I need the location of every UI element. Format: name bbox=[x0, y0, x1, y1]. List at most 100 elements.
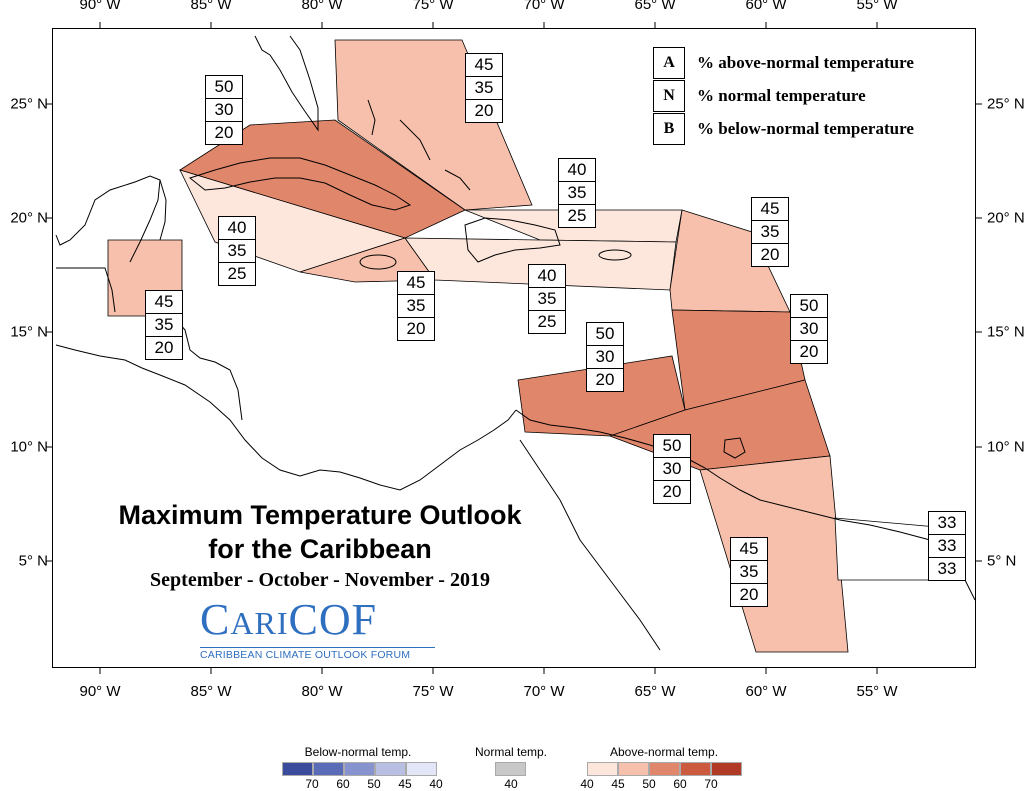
key-text: % below-normal temperature bbox=[697, 118, 914, 138]
below-label: 60 bbox=[336, 777, 350, 791]
longitude-label: 75° W bbox=[412, 0, 454, 13]
logo-wordmark: CARICOF bbox=[200, 595, 378, 644]
prob-a: 45 bbox=[474, 55, 494, 74]
prob-b: 20 bbox=[654, 480, 690, 503]
prob-a: 45 bbox=[154, 292, 174, 311]
probability-box-guyana: 45 35 20 bbox=[730, 537, 768, 607]
prob-a: 50 bbox=[799, 296, 819, 315]
latitude-label-left: 15° N bbox=[10, 323, 48, 341]
coastlines bbox=[55, 35, 976, 651]
key-row-above: A % above-normal temperature bbox=[653, 46, 958, 79]
below-swatch bbox=[375, 762, 406, 776]
longitude-label: 65° W bbox=[634, 0, 676, 13]
above-label: 70 bbox=[704, 777, 718, 791]
prob-b: 20 bbox=[206, 121, 242, 144]
longitude-label: 55° W bbox=[856, 0, 898, 13]
key-letter: B bbox=[653, 112, 685, 145]
probability-box-hispaniola: 40 35 25 bbox=[528, 264, 566, 334]
title-line-2: for the Caribbean bbox=[208, 534, 432, 564]
below-swatch bbox=[344, 762, 375, 776]
latitude-label-right: 10° N bbox=[987, 438, 1025, 456]
probability-box-bahamas: 45 35 20 bbox=[465, 53, 503, 123]
latitude-label-left: 10° N bbox=[10, 438, 48, 456]
above-swatch bbox=[680, 762, 711, 776]
below-swatch bbox=[406, 762, 437, 776]
prob-a: 50 bbox=[595, 324, 615, 343]
longitude-label: 90° W bbox=[79, 683, 121, 700]
probability-box-leewards: 45 35 20 bbox=[751, 197, 789, 267]
longitude-label: 55° W bbox=[856, 683, 898, 700]
above-label: 40 bbox=[580, 777, 594, 791]
key-text: % above-normal temperature bbox=[697, 52, 914, 72]
logo-subtitle: CARIBBEAN CLIMATE OUTLOOK FORUM bbox=[200, 647, 435, 661]
forecast-regions bbox=[107, 39, 951, 653]
legend-key: A % above-normal temperature N % normal … bbox=[653, 46, 958, 145]
prob-b: 25 bbox=[219, 262, 255, 285]
normal-label: 40 bbox=[504, 777, 518, 791]
prob-b: 20 bbox=[587, 368, 623, 391]
prob-b: 25 bbox=[559, 204, 595, 227]
prob-a: 45 bbox=[760, 199, 780, 218]
latitude-label-right: 5° N bbox=[987, 552, 1017, 570]
prob-n: 35 bbox=[398, 294, 434, 317]
prob-n: 35 bbox=[219, 239, 255, 262]
prob-a: 40 bbox=[537, 266, 557, 285]
probability-box-cayman: 40 35 25 bbox=[218, 216, 256, 286]
latitude-label-left: 25° N bbox=[10, 95, 48, 113]
longitude-label: 60° W bbox=[745, 0, 787, 13]
longitude-label: 80° W bbox=[301, 683, 343, 700]
prob-a: 45 bbox=[739, 539, 759, 558]
below-swatch bbox=[282, 762, 313, 776]
prob-n: 35 bbox=[529, 287, 565, 310]
above-label: 50 bbox=[642, 777, 656, 791]
prob-n: 35 bbox=[559, 181, 595, 204]
prob-a: 50 bbox=[214, 77, 234, 96]
key-letter: A bbox=[653, 46, 685, 79]
probability-box-french-guiana: 33 33 33 bbox=[928, 511, 966, 581]
longitude-label: 70° W bbox=[523, 0, 565, 13]
prob-b: 20 bbox=[752, 243, 788, 266]
prob-a: 40 bbox=[567, 160, 587, 179]
prob-b: 25 bbox=[529, 310, 565, 333]
above-swatch bbox=[587, 762, 618, 776]
normal-title: Normal temp. bbox=[474, 745, 548, 759]
key-text: % normal temperature bbox=[697, 85, 866, 105]
prob-n: 30 bbox=[654, 457, 690, 480]
latitude-label-right: 20° N bbox=[987, 209, 1025, 227]
below-label: 50 bbox=[367, 777, 381, 791]
below-normal-title: Below-normal temp. bbox=[304, 745, 412, 759]
prob-b: 20 bbox=[791, 340, 827, 363]
prob-b: 20 bbox=[398, 317, 434, 340]
above-swatch bbox=[618, 762, 649, 776]
probability-box-trinidad: 50 30 20 bbox=[653, 434, 691, 504]
latitude-label-right: 15° N bbox=[987, 323, 1025, 341]
map-title: Maximum Temperature Outlook for the Cari… bbox=[60, 498, 580, 566]
probability-box-abc: 50 30 20 bbox=[586, 322, 624, 392]
latitude-label-right: 25° N bbox=[987, 95, 1025, 113]
longitude-label: 75° W bbox=[412, 683, 454, 700]
prob-b: 20 bbox=[731, 583, 767, 606]
key-row-normal: N % normal temperature bbox=[653, 79, 958, 112]
prob-a: 40 bbox=[227, 218, 247, 237]
prob-n: 35 bbox=[466, 76, 502, 99]
above-swatch bbox=[649, 762, 680, 776]
below-label: 40 bbox=[429, 777, 443, 791]
below-label: 70 bbox=[305, 777, 319, 791]
below-swatch bbox=[313, 762, 344, 776]
longitude-label: 90° W bbox=[79, 0, 121, 13]
prob-n: 35 bbox=[731, 560, 767, 583]
prob-n: 33 bbox=[929, 534, 965, 557]
forecast-period: September - October - November - 2019 bbox=[150, 569, 490, 591]
region-bahamas bbox=[334, 39, 533, 211]
prob-a: 33 bbox=[937, 513, 957, 532]
prob-n: 35 bbox=[146, 313, 182, 336]
above-swatch bbox=[711, 762, 742, 776]
prob-n: 30 bbox=[206, 98, 242, 121]
key-letter: N bbox=[653, 79, 685, 112]
below-label: 45 bbox=[398, 777, 412, 791]
prob-a: 50 bbox=[662, 436, 682, 455]
prob-n: 30 bbox=[791, 317, 827, 340]
above-normal-title: Above-normal temp. bbox=[609, 745, 719, 759]
latitude-label-left: 5° N bbox=[18, 552, 48, 570]
